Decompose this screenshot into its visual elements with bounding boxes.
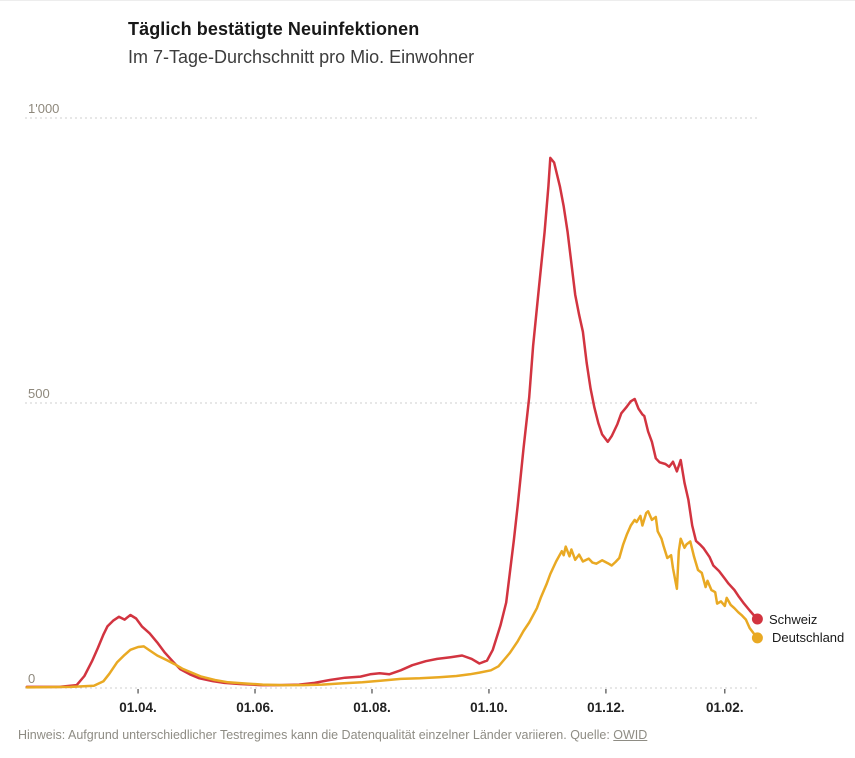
legend-label-schweiz: Schweiz [769,612,818,627]
footnote: Hinweis: Aufgrund unterschiedlicher Test… [18,728,647,742]
x-axis-label: 01.04. [119,700,157,715]
x-axis-label: 01.02. [706,700,744,715]
deutschland-end-dot [751,632,763,644]
schweiz-end-dot [751,613,763,625]
x-axis-label: 01.10. [470,700,508,715]
x-axis-label: 01.06. [236,700,274,715]
legend-label-deutschland: Deutschland [772,630,845,645]
deutschland-line [25,510,759,689]
y-axis-label-0: 0 [28,671,35,686]
chart-subtitle: Im 7-Tage-Durchschnitt pro Mio. Einwohne… [128,47,475,67]
y-axis-label-1000: 1'000 [28,101,59,116]
source-label: Quelle: [570,728,610,742]
source-link[interactable]: OWID [613,728,648,742]
chart-title: Täglich bestätigte Neuinfektionen [128,19,420,39]
x-axis-label: 01.08. [353,700,391,715]
y-axis-label-500: 500 [28,386,50,401]
schweiz-line [25,156,759,689]
footnote-text: Hinweis: Aufgrund unterschiedlicher Test… [18,728,567,742]
x-axis-label: 01.12. [587,700,625,715]
